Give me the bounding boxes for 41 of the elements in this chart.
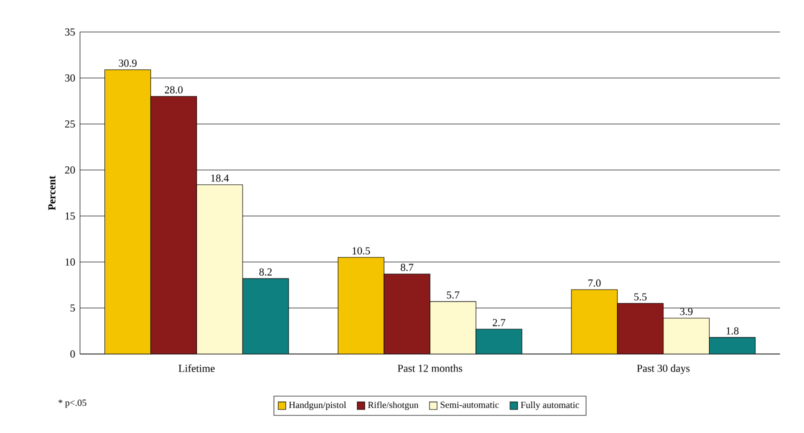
data-label: 3.9 [680, 308, 693, 316]
legend-label: Semi-automatic [440, 402, 499, 408]
legend-label: Fully automatic [520, 402, 580, 410]
data-label: 5.7 [446, 291, 460, 299]
bar [476, 328, 522, 354]
x-tick-label: Lifetime [178, 364, 215, 372]
data-label: 8.2 [259, 268, 272, 276]
bar [150, 96, 197, 354]
y-tick-label: 25 [65, 120, 75, 128]
data-label: 5.5 [634, 293, 647, 300]
y-tick-label: 10 [66, 258, 75, 266]
bar [242, 278, 289, 354]
data-label: 10.5 [352, 247, 370, 254]
y-tick-label: 5 [70, 304, 75, 312]
bar [384, 274, 430, 354]
bar [338, 257, 384, 354]
bar [663, 318, 710, 354]
bar [709, 337, 756, 354]
y-tick-label: 0 [70, 350, 75, 358]
y-tick-label: 15 [66, 212, 75, 220]
x-tick-label: Past 12 months [398, 364, 462, 372]
y-tick-label: 35 [65, 28, 75, 36]
bar [196, 184, 243, 354]
bar [617, 303, 664, 354]
data-label: 7.0 [588, 279, 601, 287]
data-label: 28.0 [164, 86, 183, 94]
y-tick-label: 20 [65, 166, 75, 174]
data-label: 8.7 [400, 264, 414, 272]
legend-label: Rifle/shotgun [368, 401, 418, 410]
bar [571, 289, 618, 354]
legend-label: Handgun/pistol [289, 402, 346, 410]
x-tick-label: Past 30 days [636, 364, 690, 374]
text: * p<.05 [58, 400, 86, 408]
y-tick-label: 30 [65, 74, 75, 82]
bar [104, 69, 151, 354]
bar [430, 301, 476, 354]
data-label: 1.8 [726, 327, 739, 335]
data-label: 2.7 [492, 319, 506, 326]
data-label: 18.4 [211, 174, 229, 182]
data-label: 30.9 [118, 60, 137, 67]
y-axis-title: Percent [48, 176, 56, 210]
